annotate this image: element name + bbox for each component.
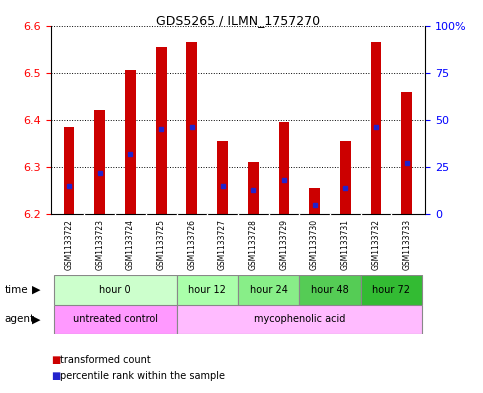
Text: GSM1133730: GSM1133730: [310, 219, 319, 270]
Bar: [156, 47, 167, 214]
Text: transformed count: transformed count: [60, 354, 151, 365]
Bar: [248, 162, 258, 214]
Text: GDS5265 / ILMN_1757270: GDS5265 / ILMN_1757270: [156, 14, 320, 27]
Text: ■: ■: [51, 354, 60, 365]
Bar: [64, 127, 74, 214]
Bar: [361, 275, 422, 305]
Bar: [340, 141, 351, 214]
Text: percentile rank within the sample: percentile rank within the sample: [60, 371, 226, 382]
Text: GSM1133731: GSM1133731: [341, 219, 350, 270]
Text: GSM1133724: GSM1133724: [126, 219, 135, 270]
Bar: [370, 42, 381, 214]
Text: GSM1133733: GSM1133733: [402, 219, 411, 270]
Text: GSM1133728: GSM1133728: [249, 219, 258, 270]
Text: ▶: ▶: [32, 314, 41, 324]
Bar: [186, 42, 197, 214]
Text: GSM1133726: GSM1133726: [187, 219, 197, 270]
Text: agent: agent: [5, 314, 35, 324]
Bar: [238, 275, 299, 305]
Bar: [401, 92, 412, 214]
Bar: [176, 275, 238, 305]
Text: GSM1133722: GSM1133722: [65, 219, 73, 270]
Text: GSM1133727: GSM1133727: [218, 219, 227, 270]
Text: hour 12: hour 12: [188, 285, 226, 295]
Bar: [309, 188, 320, 214]
Text: untreated control: untreated control: [72, 314, 157, 324]
Text: GSM1133732: GSM1133732: [371, 219, 381, 270]
Bar: [176, 305, 422, 334]
Text: hour 72: hour 72: [372, 285, 410, 295]
Text: ■: ■: [51, 371, 60, 382]
Text: GSM1133725: GSM1133725: [156, 219, 166, 270]
Text: GSM1133729: GSM1133729: [279, 219, 288, 270]
Text: time: time: [5, 285, 28, 295]
Text: hour 0: hour 0: [99, 285, 131, 295]
Text: hour 48: hour 48: [311, 285, 349, 295]
Text: hour 24: hour 24: [250, 285, 287, 295]
Text: GSM1133723: GSM1133723: [95, 219, 104, 270]
Bar: [217, 141, 228, 214]
Bar: [279, 122, 289, 214]
Bar: [125, 70, 136, 214]
Bar: [54, 275, 176, 305]
Text: ▶: ▶: [32, 285, 41, 295]
Bar: [95, 110, 105, 214]
Text: mycophenolic acid: mycophenolic acid: [254, 314, 345, 324]
Bar: [54, 305, 176, 334]
Bar: [299, 275, 361, 305]
